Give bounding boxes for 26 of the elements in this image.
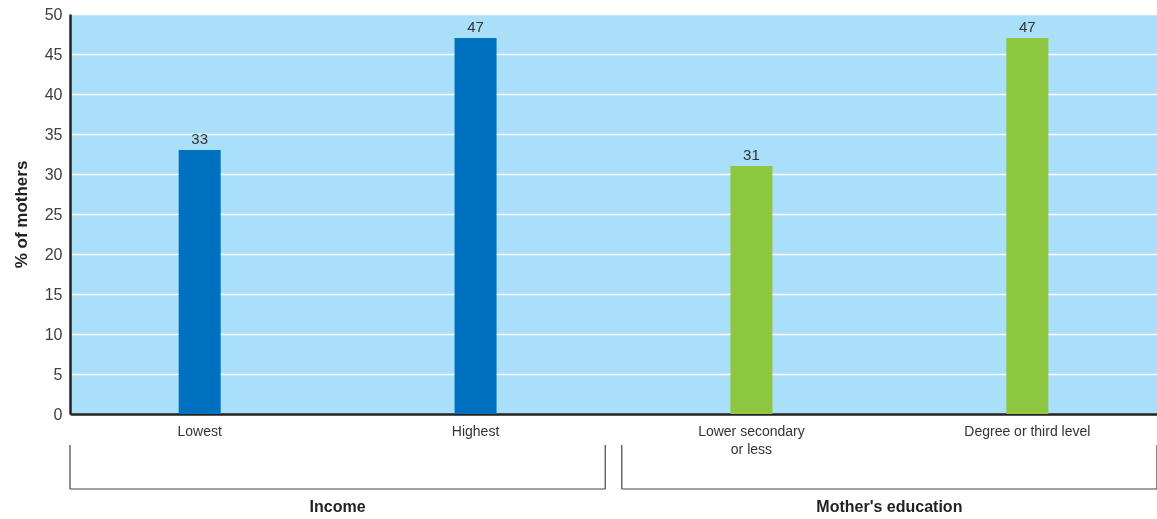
- text: Income: [309, 498, 366, 515]
- data-label: 33: [191, 130, 209, 147]
- x-tick-label: Lowest: [177, 422, 222, 439]
- y-tick-label: 45: [44, 45, 63, 63]
- y-tick-label: 0: [53, 405, 63, 423]
- y-axis-title: % of mothers: [11, 160, 31, 269]
- y-tick-label: 25: [44, 205, 63, 223]
- data-label: 47: [1018, 18, 1036, 35]
- data-label: 47: [467, 18, 484, 35]
- y-tick-label: 30: [44, 165, 63, 183]
- y-tick-label: 40: [44, 85, 63, 103]
- bar: [1006, 38, 1049, 414]
- text: Mother's education: [816, 498, 963, 515]
- bar: [454, 38, 497, 414]
- y-tick-label: 35: [44, 125, 63, 143]
- bar: [178, 150, 221, 414]
- y-tick-label: 15: [44, 285, 63, 303]
- bar: [730, 166, 773, 414]
- y-tick-label: 50: [44, 5, 63, 23]
- data-label: 31: [743, 146, 760, 163]
- x-tick-label: Degree or third level: [964, 422, 1091, 439]
- y-tick-label: 10: [44, 325, 63, 343]
- x-tick-label: Highest: [451, 422, 500, 439]
- y-tick-label: 20: [44, 245, 63, 263]
- x-tick-label: Lower secondary or less: [698, 422, 805, 457]
- y-tick-label: 5: [53, 365, 63, 383]
